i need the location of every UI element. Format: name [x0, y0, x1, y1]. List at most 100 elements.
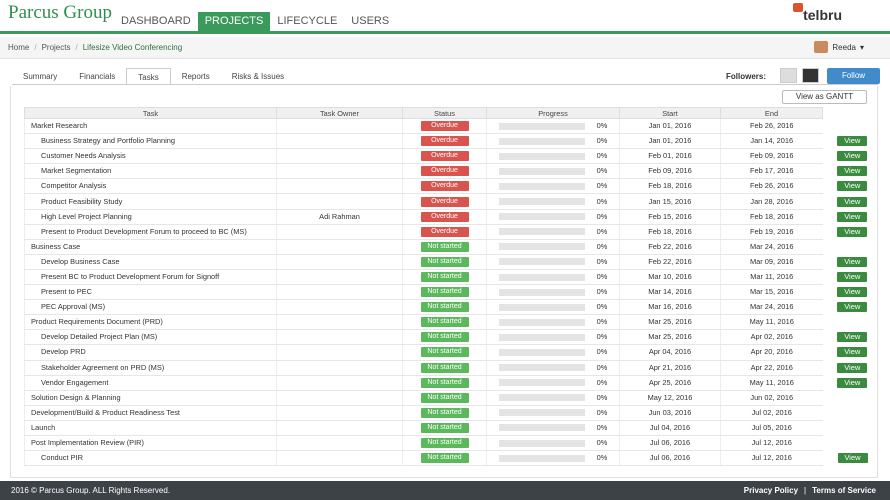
task-row: Market SegmentationOverdue0%Feb 09, 2016…: [25, 164, 873, 179]
progress-text: 0%: [597, 393, 608, 402]
status-badge: Not started: [421, 378, 469, 388]
tab[interactable]: Financials: [68, 68, 126, 85]
task-name: Stakeholder Agreement on PRD (MS): [41, 363, 164, 372]
start-date: Apr 04, 2016: [620, 345, 721, 360]
nav-item[interactable]: USERS: [344, 12, 396, 34]
view-button[interactable]: View: [837, 287, 867, 297]
view-button[interactable]: View: [837, 136, 867, 146]
caret: ▾: [860, 43, 864, 52]
progress-text: 0%: [597, 212, 608, 221]
task-cell: Market Research: [25, 119, 277, 134]
progress-bar: [499, 349, 585, 356]
follow-button[interactable]: Follow: [827, 68, 880, 84]
tab[interactable]: Reports: [171, 68, 221, 85]
task-row: Develop PRDNot started0%Apr 04, 2016Apr …: [25, 345, 873, 360]
progress-cell: 0%: [487, 390, 620, 405]
task-name: Develop Business Case: [41, 257, 119, 266]
task-name: PEC Approval (MS): [41, 302, 105, 311]
view-button[interactable]: View: [837, 166, 867, 176]
view-button[interactable]: View: [837, 272, 867, 282]
view-button[interactable]: View: [838, 453, 868, 463]
footer-link[interactable]: Privacy Policy: [744, 486, 798, 495]
progress-cell: 0%: [487, 134, 620, 149]
end-date: Jul 02, 2016: [721, 405, 823, 420]
view-button[interactable]: View: [837, 151, 867, 161]
status-cell: Not started: [403, 300, 487, 315]
column-header: Start: [620, 108, 721, 119]
view-button[interactable]: View: [837, 212, 867, 222]
nav-item[interactable]: DASHBOARD: [114, 12, 198, 34]
gantt-button[interactable]: View as GANTT: [782, 90, 867, 104]
nav-item[interactable]: LIFECYCLE: [270, 12, 344, 34]
action-cell: View: [823, 209, 873, 224]
status-badge: Overdue: [421, 227, 469, 237]
task-cell: Present to Product Development Forum to …: [25, 224, 277, 239]
owner-cell: [277, 149, 403, 164]
end-date: Mar 09, 2016: [721, 254, 823, 269]
user-name[interactable]: Reeda: [832, 43, 856, 52]
breadcrumb-item[interactable]: Projects: [42, 43, 71, 52]
status-badge: Overdue: [421, 181, 469, 191]
user-menu[interactable]: Reeda ▾: [814, 41, 864, 53]
tab[interactable]: Tasks: [126, 68, 170, 85]
view-button[interactable]: View: [837, 332, 867, 342]
task-row: Business Case Not started 0% Feb 22, 2016Ma…: [25, 239, 873, 254]
column-header: Task: [25, 108, 277, 119]
action-cell: View: [823, 360, 873, 375]
status-badge: Not started: [421, 257, 469, 267]
task-row: Development/Build & Product Readiness Te…: [25, 405, 873, 420]
task-cell: Present to PEC: [25, 285, 277, 300]
view-button[interactable]: View: [837, 257, 867, 267]
task-cell: Develop PRD: [25, 345, 277, 360]
end-date: Apr 22, 2016: [721, 360, 823, 375]
view-button[interactable]: View: [837, 181, 867, 191]
breadcrumb-item[interactable]: Lifesize Video Conferencing: [83, 43, 182, 52]
task-cell: Present BC to Product Development Forum …: [25, 269, 277, 284]
nav-item[interactable]: PROJECTS: [198, 12, 271, 34]
task-owner: Adi Rahman: [319, 212, 360, 221]
progress-cell: 0%: [487, 330, 620, 345]
progress-cell: 0%: [487, 254, 620, 269]
task-cell: Business Case: [25, 239, 277, 254]
owner-cell: [277, 164, 403, 179]
task-row: Customer Needs AnalysisOverdue0%Feb 01, …: [25, 149, 873, 164]
action-cell: [823, 420, 873, 435]
table-body: Market ResearchOverdue0%Jan 01, 2016Feb …: [25, 119, 873, 466]
action-cell: View: [823, 194, 873, 209]
status-badge: Not started: [421, 317, 469, 327]
action-cell: [823, 405, 873, 420]
end-date: Feb 09, 2016: [721, 149, 823, 164]
view-button[interactable]: View: [837, 363, 867, 373]
view-button[interactable]: View: [837, 347, 867, 357]
progress-text: 0%: [597, 302, 608, 311]
task-row: Conduct PIRNot started0%Jul 06, 2016Jul …: [25, 451, 873, 466]
progress-bar: [499, 258, 585, 265]
start-date: Jun 03, 2016: [620, 405, 721, 420]
progress-bar: [499, 213, 585, 220]
status-cell: Not started: [403, 360, 487, 375]
progress-cell: 0%: [487, 420, 620, 435]
end-date: Mar 15, 2016: [721, 285, 823, 300]
breadcrumb-item[interactable]: Home: [8, 43, 29, 52]
progress-text: 0%: [597, 272, 608, 281]
action-cell: View: [823, 345, 873, 360]
logo: telbru: [803, 7, 842, 23]
progress-text: 0%: [597, 242, 608, 251]
owner-cell: [277, 315, 403, 330]
view-button[interactable]: View: [837, 227, 867, 237]
end-date: Mar 24, 2016: [721, 239, 823, 254]
progress-text: 0%: [597, 332, 608, 341]
footer-link[interactable]: Terms of Service: [812, 486, 876, 495]
status-badge: Not started: [421, 242, 469, 252]
view-button[interactable]: View: [837, 302, 867, 312]
brand[interactable]: Parcus Group: [8, 2, 112, 24]
progress-bar: [499, 198, 585, 205]
start-date: Feb 22, 2016: [620, 239, 721, 254]
owner-cell: [277, 300, 403, 315]
tab[interactable]: Summary: [12, 68, 68, 85]
tab[interactable]: Risks & Issues: [221, 68, 295, 85]
task-row: Product Requirements Document (PRD)Not s…: [25, 315, 873, 330]
view-button[interactable]: View: [837, 378, 867, 388]
progress-text: 0%: [597, 257, 608, 266]
view-button[interactable]: View: [837, 197, 867, 207]
